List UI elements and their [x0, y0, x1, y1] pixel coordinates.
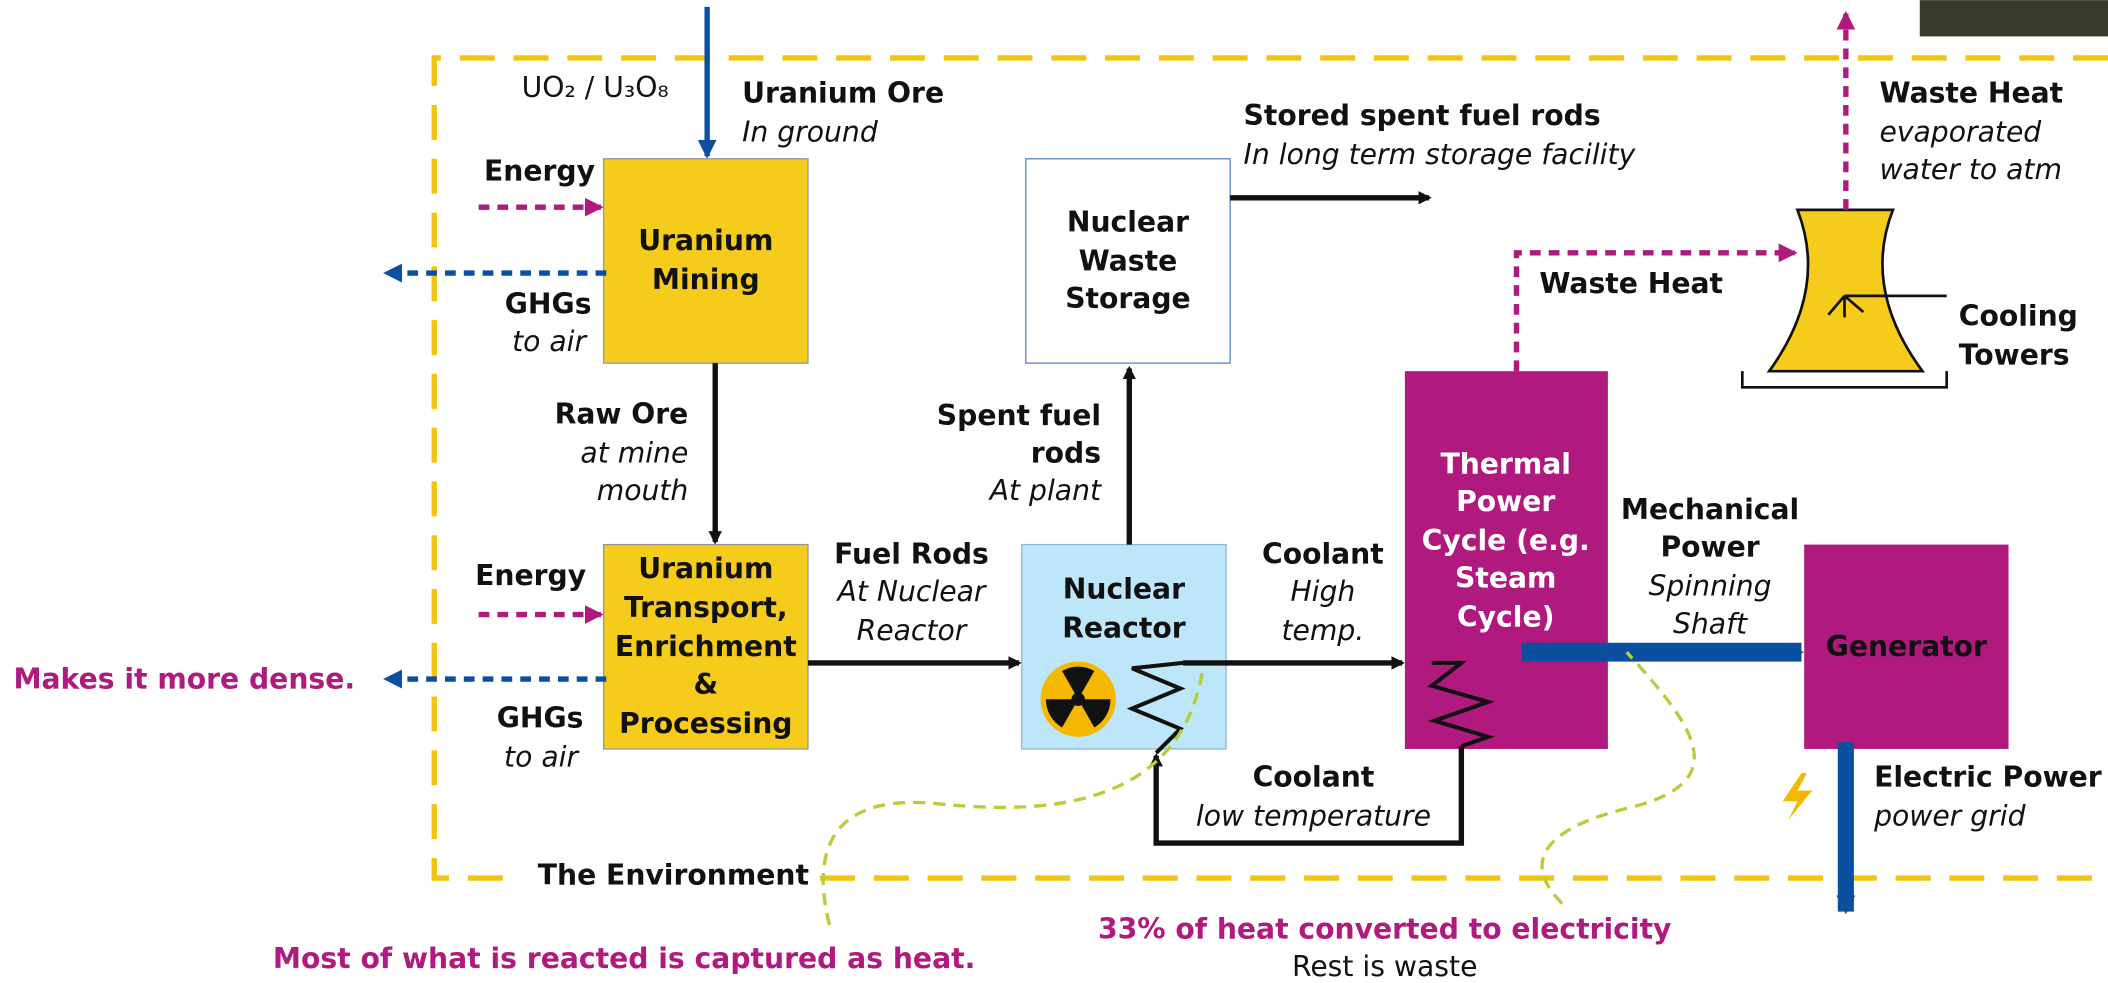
flow-title: Fuel Rods: [834, 537, 989, 570]
flow-detail: Shaft: [1673, 607, 1748, 640]
flow-detail: to air: [504, 740, 580, 773]
flow-detail: temp.: [1281, 614, 1364, 647]
tower-coil: [1827, 294, 1947, 318]
environment-label: The Environment: [538, 859, 809, 892]
flow-detail: at mine: [580, 437, 688, 470]
flow-title: Power: [1660, 531, 1759, 564]
flow-detail: mouth: [597, 474, 689, 507]
node-label: Cycle): [1457, 601, 1555, 634]
flow-detail: In long term storage facility: [1244, 138, 1637, 171]
flow-title: Stored spent fuel rods: [1244, 99, 1601, 132]
flow-title: rods: [1031, 437, 1101, 470]
flow-title: Coolant: [1253, 761, 1375, 794]
annotation-leaders: [821, 651, 1696, 926]
flow-detail: At Nuclear: [836, 575, 988, 608]
flow-title: Coolant: [1262, 537, 1384, 570]
node-box: [1025, 158, 1231, 364]
node-box: [602, 158, 809, 364]
node-label: Storage: [1065, 282, 1191, 315]
node-label: Processing: [619, 707, 792, 740]
formula: UO₂ / U₃O₈: [522, 71, 669, 104]
flow-detail: Spinning: [1649, 570, 1772, 603]
node-label: Uranium: [638, 224, 773, 257]
node-label: Generator: [1826, 630, 1987, 663]
node-label: Enrichment: [615, 630, 797, 663]
node-label: Power: [1456, 485, 1555, 518]
flow-title: GHGs: [497, 701, 584, 734]
flow-detail: Reactor: [857, 614, 969, 647]
flow-detail: evaporated: [1879, 115, 2042, 148]
flow-title: Electric Power: [1874, 761, 2102, 794]
flow-title: GHGs: [505, 287, 592, 320]
cooling-tower: [1766, 208, 1926, 373]
node-label: Transport,: [624, 591, 788, 624]
annotation: Most of what is reacted is captured as h…: [273, 942, 975, 975]
node-label: Steam: [1455, 562, 1556, 595]
lightning-icon: [1782, 773, 1813, 821]
node-label: Mining: [652, 263, 760, 296]
tower-base: [1740, 371, 1949, 389]
node-label: &: [693, 668, 718, 701]
annotation: Rest is waste: [1292, 950, 1477, 983]
environment-boundary: [431, 55, 2108, 881]
flow-detail: At plant: [988, 474, 1102, 507]
annotation: 33% of heat converted to electricity: [1098, 913, 1671, 946]
node-box: [1804, 544, 2009, 749]
annotation: Makes it more dense.: [13, 662, 355, 695]
arrows: [383, 6, 1856, 915]
flow-detail: In ground: [742, 115, 879, 148]
node-label: Thermal: [1440, 447, 1571, 480]
node-label: Nuclear: [1063, 572, 1185, 605]
node-label: Uranium: [638, 552, 773, 585]
tower-label: Towers: [1959, 338, 2070, 371]
flow-title: Uranium Ore: [742, 76, 944, 109]
radiation-icon: [1040, 661, 1116, 737]
flow-detail: low temperature: [1196, 800, 1431, 833]
node-box: [1404, 371, 1608, 749]
node-label: Waste: [1079, 244, 1178, 277]
node-label: Nuclear: [1067, 205, 1189, 238]
flow-title: Energy: [475, 559, 586, 592]
flow-title: Energy: [484, 154, 595, 187]
flow-title: Raw Ore: [555, 398, 689, 431]
node-label: Reactor: [1062, 611, 1186, 644]
flow-title: Mechanical: [1621, 493, 1799, 526]
node-label: Cycle (e.g.: [1422, 524, 1590, 557]
flow-detail: power grid: [1873, 800, 2027, 833]
flow-detail: water to atm: [1879, 153, 2062, 186]
flow-detail: to air: [512, 325, 588, 358]
flow-title: Spent fuel: [937, 399, 1101, 432]
node-box: [602, 543, 809, 750]
flow-title: Waste Heat: [1539, 267, 1723, 300]
photo-fragment: [1919, 0, 2108, 37]
tower-label: Cooling: [1959, 299, 2078, 332]
flow-title: Waste Heat: [1879, 76, 2063, 109]
flow-detail: High: [1290, 575, 1355, 608]
